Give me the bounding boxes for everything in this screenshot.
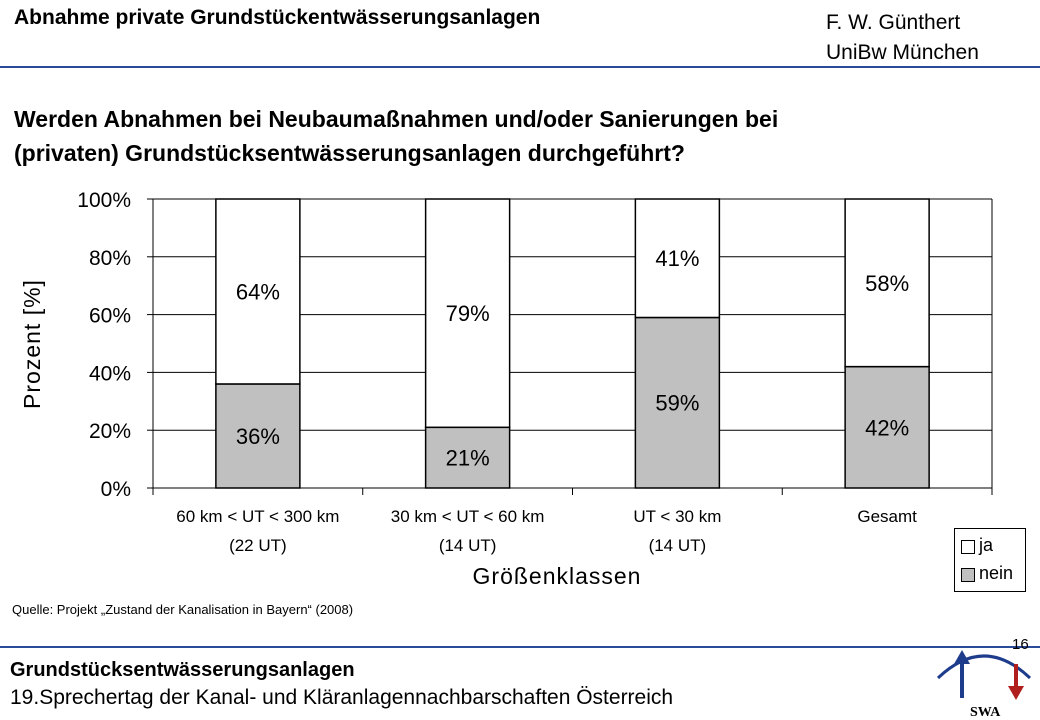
logo-down-arrow-head [1008,686,1024,700]
logo-up-arrow-head [954,650,970,664]
page-number: 16 [1012,636,1029,653]
question-line-2: (privaten) Grundstücksentwässerungsanlag… [14,140,685,166]
data-label-ja: 64% [236,279,280,304]
question-line-1: Werden Abnahmen bei Neubaumaßnahmen und/… [14,106,779,132]
data-label-nein: 36% [236,424,280,449]
author-block: F. W. Günthert UniBw München [826,8,979,68]
data-label-ja: 79% [446,301,490,326]
x-category-sublabel: (22 UT) [229,536,287,555]
data-label-nein: 21% [446,446,490,471]
swa-logo: SWA [936,650,1032,720]
bar-segment-nein [424,426,511,489]
x-category-sublabel: (14 UT) [649,536,707,555]
x-category-label: 30 km < UT < 60 km [391,507,545,526]
x-category-label: UT < 30 km [633,507,721,526]
footer-divider [0,646,1040,648]
x-category-label: Gesamt [857,507,917,526]
bar-segment-ja [424,198,511,429]
legend-swatch-nein [961,568,975,582]
legend-swatch-ja [961,540,975,554]
logo-text: SWA [970,705,1001,720]
stacked-bar-chart: 0% 20% 40% 60% 80% 100% 36% 64% 60 km < UT < 300… [19,189,993,589]
author-affiliation: UniBw München [826,41,979,64]
bar-segment-nein [634,316,721,489]
bar-segment-nein [844,365,930,489]
bar-segment-ja [634,198,721,319]
data-label-ja: 41% [655,246,699,271]
y-axis-title: Prozent [%] [19,279,45,409]
y-tick-label: 80% [89,247,131,270]
data-label-nein: 42% [865,415,909,440]
logo-arc [936,654,1032,680]
bar-segment-ja [844,198,930,368]
data-label-nein: 59% [655,391,699,416]
footer-title: Grundstücksentwässerungsanlagen [10,659,355,681]
x-axis-title: Größenklassen [473,563,642,589]
page-header-title: Abnahme private Grundstückentwässerungsa… [14,6,541,29]
x-category-label: 60 km < UT < 300 km [176,507,339,526]
bar-segment-ja [215,198,301,385]
chart-legend: ja nein [954,528,1026,592]
data-label-ja: 58% [865,271,909,296]
header-divider [0,66,1040,68]
y-tick-label: 100% [77,189,131,212]
question-text: Werden Abnahmen bei Neubaumaßnahmen und/… [14,102,778,170]
legend-label-nein: nein [979,563,1014,583]
footer-event: 19.Sprechertag der Kanal- und Kläranlage… [10,686,674,709]
y-tick-label: 60% [89,305,131,328]
y-tick-label: 20% [89,420,131,443]
y-tick-label: 0% [101,478,131,501]
x-category-sublabel: (14 UT) [439,536,497,555]
author-name: F. W. Günthert [826,11,961,34]
source-note: Quelle: Projekt „Zustand der Kanalisatio… [12,602,354,617]
bar-segment-nein [215,383,301,489]
legend-label-ja: ja [979,535,994,555]
y-tick-label: 40% [89,362,131,385]
